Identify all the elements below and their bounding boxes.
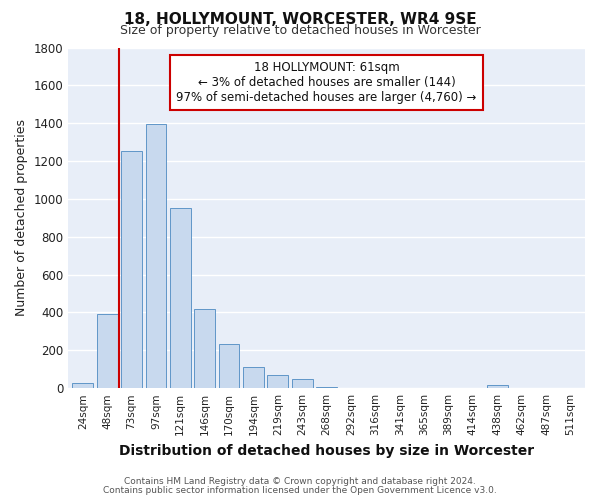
Bar (97, 314, 118, 388)
Bar (316, 387, 337, 388)
Y-axis label: Number of detached properties: Number of detached properties (15, 120, 28, 316)
Bar (243, 368, 264, 388)
Text: 18 HOLLYMOUNT: 61sqm
← 3% of detached houses are smaller (144)
97% of semi-detac: 18 HOLLYMOUNT: 61sqm ← 3% of detached ho… (176, 61, 477, 104)
Text: Contains HM Land Registry data © Crown copyright and database right 2024.: Contains HM Land Registry data © Crown c… (124, 477, 476, 486)
Bar (121, 150, 142, 388)
Bar (194, 308, 215, 388)
Bar (292, 378, 313, 388)
Bar (170, 208, 191, 388)
Text: Contains public sector information licensed under the Open Government Licence v3: Contains public sector information licen… (103, 486, 497, 495)
Text: Size of property relative to detached houses in Worcester: Size of property relative to detached ho… (119, 24, 481, 37)
Text: 18, HOLLYMOUNT, WORCESTER, WR4 9SE: 18, HOLLYMOUNT, WORCESTER, WR4 9SE (124, 12, 476, 26)
Bar (73, 384, 93, 388)
Bar (219, 344, 239, 388)
Bar (268, 375, 288, 388)
Bar (146, 124, 166, 388)
Bar (487, 386, 508, 388)
X-axis label: Distribution of detached houses by size in Worcester: Distribution of detached houses by size … (119, 444, 534, 458)
